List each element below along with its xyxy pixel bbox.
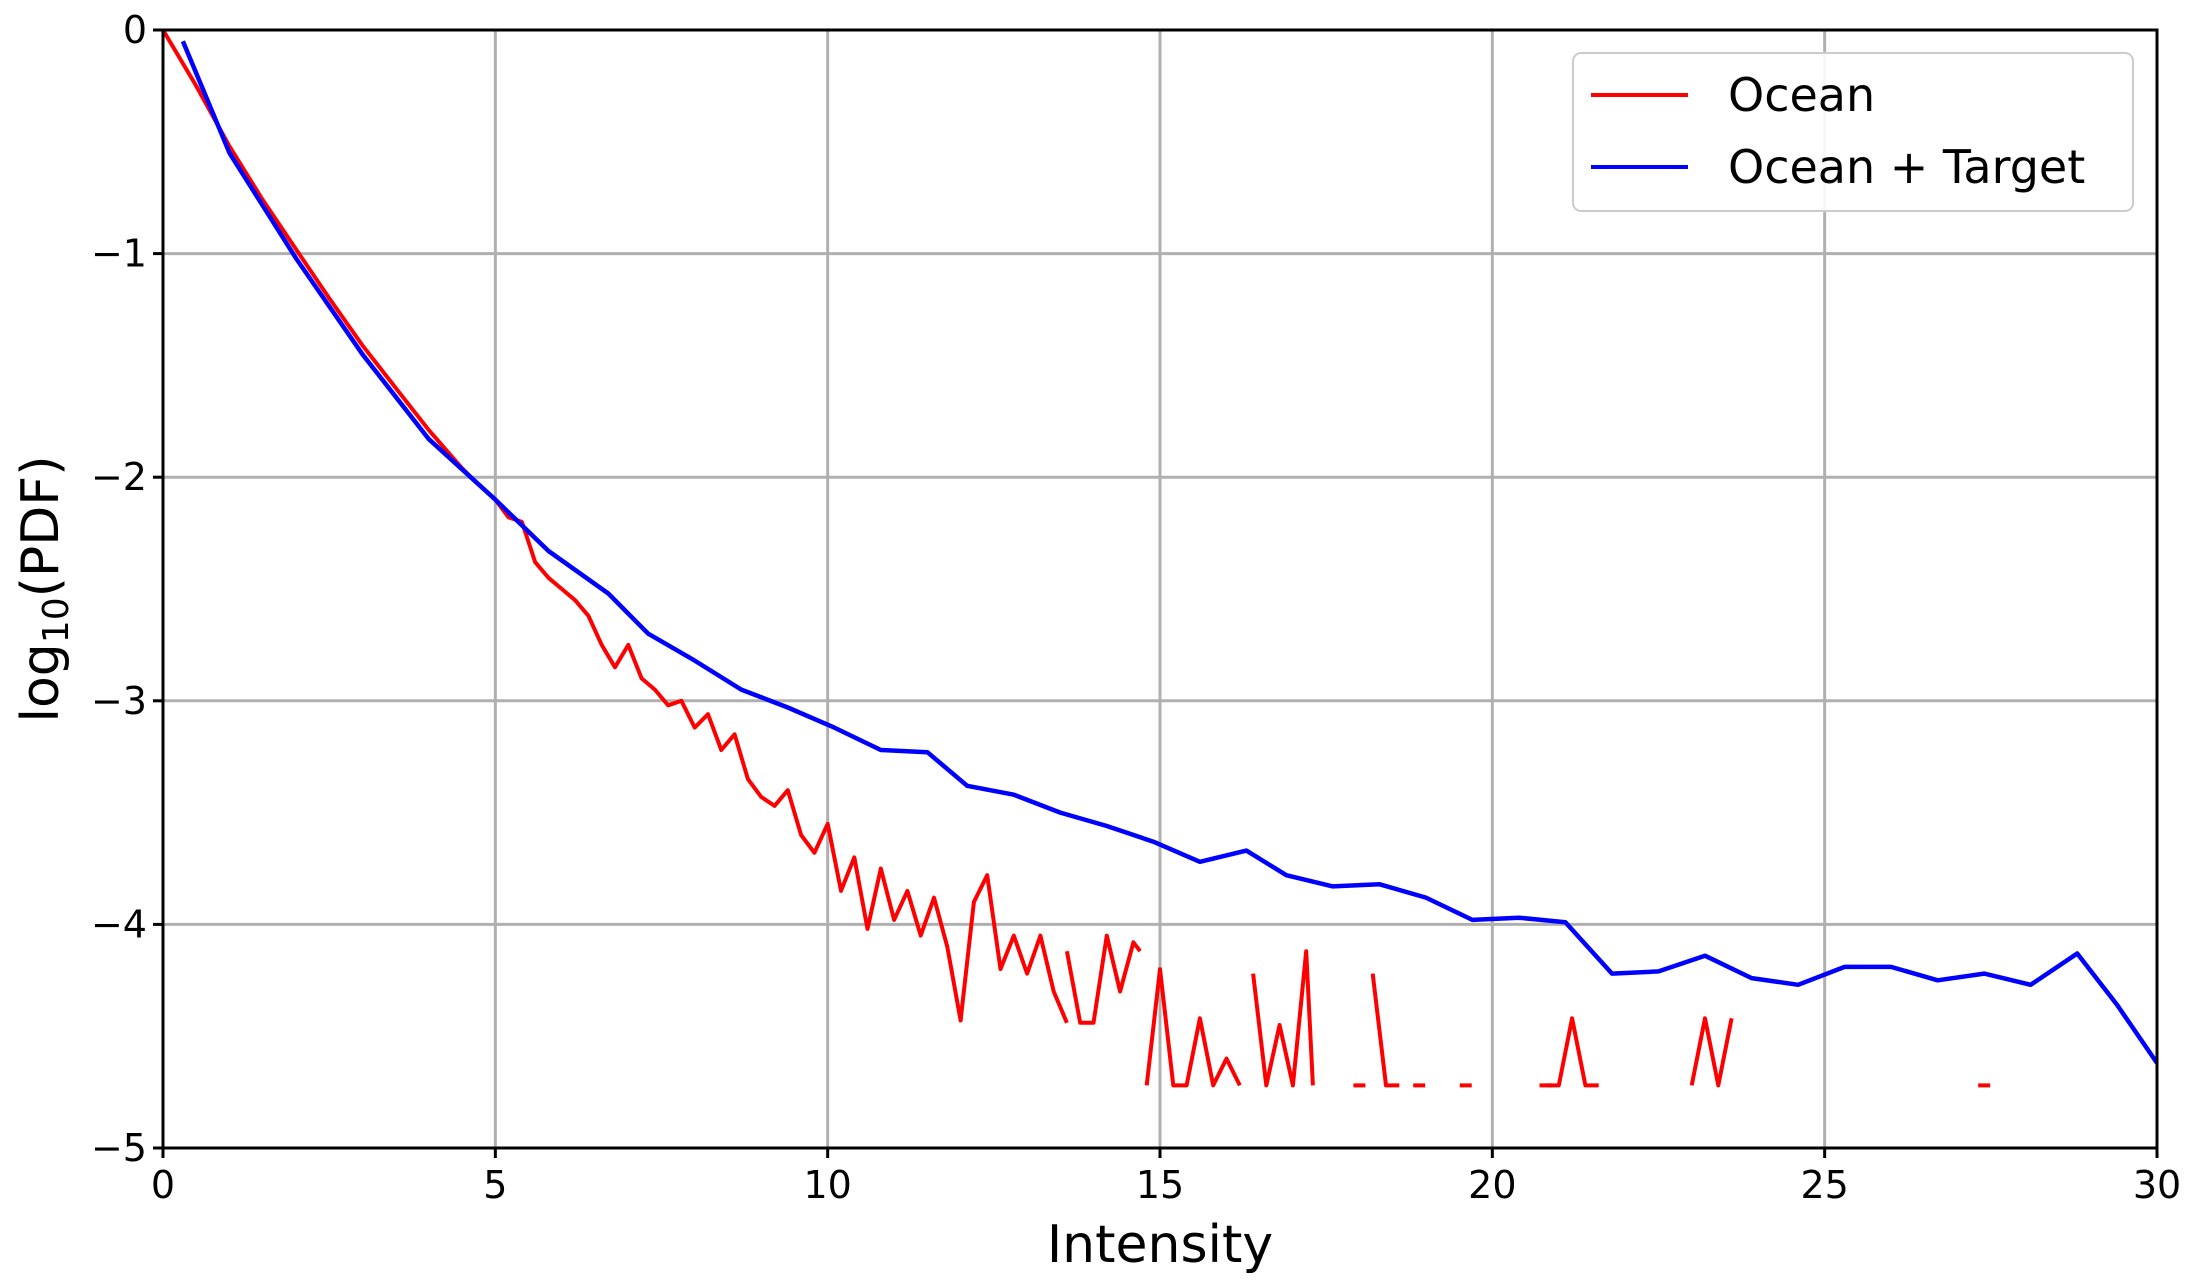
y-axis-label-log: log [11,643,71,722]
x-tick-label: 25 [1800,1163,1848,1207]
x-tick-label: 5 [483,1163,507,1207]
series-line-ocean-target [180,40,2159,1065]
legend: Ocean Ocean + Target [1572,52,2134,212]
series-layer [161,28,2159,1088]
series-line-ocean [1064,933,1142,1025]
y-tick-label: −1 [91,232,147,276]
y-axis-label-sub: 10 [36,597,77,643]
series-line-ocean [1689,1016,1734,1088]
series-line-ocean [1545,1016,1599,1088]
y-axis-label: log10(PDF) [11,456,77,723]
ticks: 0 5 10 15 20 25 30 0 −1 −2 −3 −4 −5 [91,8,2181,1207]
x-tick-label: 20 [1468,1163,1516,1207]
series-line-ocean [1370,973,1400,1088]
y-axis-label-rest: (PDF) [11,456,71,598]
legend-label-ocean-target: Ocean + Target [1728,140,2085,194]
y-tick-label: −3 [91,679,147,723]
x-axis-label: Intensity [1047,1215,1273,1275]
x-tick-label: 10 [803,1163,851,1207]
series-line-ocean [1144,967,1242,1088]
legend-label-ocean: Ocean [1728,68,1875,122]
y-tick-label: 0 [123,8,147,52]
series-line-ocean [161,28,1069,1024]
legend-box [1572,52,2134,212]
x-tick-label: 15 [1136,1163,1184,1207]
y-tick-label: −4 [91,902,147,946]
y-tick-label: −2 [91,455,147,499]
x-tick-label: 0 [151,1163,175,1207]
x-tick-label: 30 [2133,1163,2181,1207]
series-line-ocean [1251,949,1315,1088]
y-tick-label: −5 [91,1126,147,1170]
